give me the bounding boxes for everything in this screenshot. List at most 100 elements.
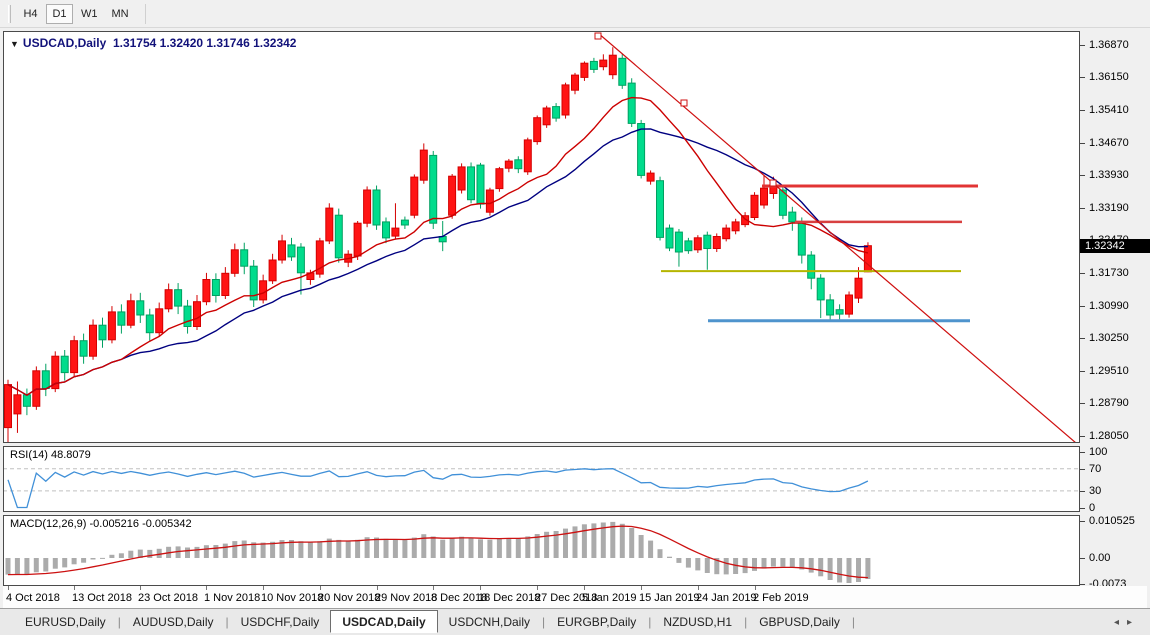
tab-separator: |: [648, 615, 652, 629]
date-label-11: 15 Jan 2019: [639, 592, 700, 604]
date-label-9: 27 Dec 2018: [535, 592, 598, 604]
price-tick-2-label: 1.35410: [1089, 104, 1129, 116]
price-chart-panel[interactable]: ▼ USDCAD,Daily 1.31754 1.32420 1.31746 1.…: [3, 31, 1080, 443]
price-tick-12-tickmark: [1080, 436, 1085, 437]
tab-separator: |: [117, 615, 121, 629]
chart-ohlc-values: 1.31754 1.32420 1.31746 1.32342: [112, 36, 297, 50]
chart-frame: [3, 31, 1080, 443]
date-tickmark: [74, 586, 75, 590]
toolbar-separator: [144, 3, 146, 24]
price-tick-0-tickmark: [1080, 45, 1085, 46]
macd-plot[interactable]: [3, 515, 1080, 586]
ma-fast-line: [7, 96, 869, 397]
timeframe-toolbar: H4 D1 W1 MN: [0, 0, 1150, 28]
date-label-8: 18 Dec 2018: [478, 592, 541, 604]
date-label-10: 5 Jan 2019: [582, 592, 637, 604]
date-label-2: 23 Oct 2018: [138, 592, 198, 604]
chart-tab-bar: EURUSD,Daily | AUDUSD,Daily | USDCHF,Daily US…: [0, 608, 1150, 635]
macd-frame: [3, 515, 1080, 586]
price-tick-4-tickmark: [1080, 175, 1085, 176]
rsi-tick-3-label: 0: [1089, 502, 1096, 514]
chart-tab-usdcnh[interactable]: USDCNH,Daily: [448, 615, 531, 629]
rsi-plot[interactable]: [3, 446, 1080, 512]
date-label-6: 29 Nov 2018: [375, 592, 438, 604]
chart-tab-usdchf[interactable]: USDCHF,Daily: [240, 615, 320, 629]
date-tickmark: [641, 586, 642, 590]
ma-slow-line: [7, 128, 868, 397]
rsi-label: RSI(14) 48.8079: [10, 449, 91, 461]
date-tickmark: [377, 586, 378, 590]
date-label-1: 13 Oct 2018: [72, 592, 132, 604]
candlesticks: [4, 47, 872, 443]
rsi-tick-1-label: 70: [1089, 463, 1102, 475]
tab-separator: |: [225, 615, 229, 629]
macd-tick-1-label: 0.00: [1089, 552, 1111, 564]
rsi-tick-2-label: 30: [1089, 485, 1102, 497]
rsi-tick-0-tickmark: [1080, 452, 1085, 453]
chart-symbol-label: USDCAD,Daily: [22, 36, 107, 50]
macd-tick-1-tickmark: [1080, 558, 1085, 559]
price-tick-9-tickmark: [1080, 338, 1085, 339]
timeframe-button-h4[interactable]: H4: [23, 7, 38, 20]
price-tick-10-tickmark: [1080, 371, 1085, 372]
tab-separator: |: [851, 615, 856, 629]
date-tickmark: [8, 586, 9, 590]
price-tick-10-label: 1.29510: [1089, 365, 1129, 377]
rsi-line: [7, 468, 869, 509]
price-tick-5-label: 1.33190: [1089, 202, 1129, 214]
timeframe-button-w1[interactable]: W1: [81, 7, 98, 20]
tab-scroll-arrows[interactable]: ◂▸: [1113, 616, 1140, 628]
chart-tab-eurusd[interactable]: EURUSD,Daily: [25, 615, 106, 629]
price-tick-4-label: 1.33930: [1089, 169, 1129, 181]
symbol-dropdown-icon[interactable]: ▼: [10, 39, 19, 49]
descending-trendline[interactable]: [597, 32, 1080, 443]
tab-separator: |: [542, 615, 546, 629]
rsi-tick-1-tickmark: [1080, 469, 1085, 470]
date-tickmark: [480, 586, 481, 590]
date-label-3: 1 Nov 2018: [204, 592, 261, 604]
chart-tab-eurgbp[interactable]: EURGBP,Daily: [557, 615, 637, 629]
rsi-tick-3-tickmark: [1080, 508, 1085, 509]
date-label-4: 10 Nov 2018: [261, 592, 324, 604]
chart-tab-usdcad[interactable]: USDCAD,Daily: [330, 609, 438, 633]
trendline-handle-2[interactable]: [769, 179, 777, 187]
chart-tab-audusd[interactable]: AUDUSD,Daily: [132, 615, 214, 629]
date-label-5: 20 Nov 2018: [318, 592, 381, 604]
price-tick-2-tickmark: [1080, 110, 1085, 111]
price-tick-1-tickmark: [1080, 77, 1085, 78]
macd-label: MACD(12,26,9) -0.005216 -0.005342: [10, 518, 192, 530]
price-tick-7-label: 1.31730: [1089, 267, 1129, 279]
date-label-12: 24 Jan 2019: [696, 592, 757, 604]
timeframe-button-d1[interactable]: D1: [46, 3, 73, 24]
price-tick-3-label: 1.34670: [1089, 137, 1129, 149]
date-tickmark: [263, 586, 264, 590]
trendline-handle-0[interactable]: [594, 32, 602, 40]
rsi-value: 48.8079: [50, 449, 91, 461]
chart-tab-gbpusd[interactable]: GBPUSD,Daily: [759, 615, 840, 629]
date-tickmark: [433, 586, 434, 590]
date-tickmark: [755, 586, 756, 590]
macd-indicator-panel[interactable]: MACD(12,26,9) -0.005216 -0.005342: [3, 515, 1080, 586]
current-price-badge: 1.32342: [1080, 239, 1150, 253]
date-tickmark: [320, 586, 321, 590]
trendline-handle-1[interactable]: [680, 99, 688, 107]
date-tickmark: [537, 586, 538, 590]
rsi-indicator-panel[interactable]: RSI(14) 48.8079: [3, 446, 1080, 512]
price-tick-8-tickmark: [1080, 306, 1085, 307]
date-label-13: 2 Feb 2019: [753, 592, 809, 604]
toolbar-grip[interactable]: [8, 4, 11, 23]
rsi-tick-2-tickmark: [1080, 491, 1085, 492]
chart-tab-nzdusd[interactable]: NZDUSD,H1: [663, 615, 733, 629]
macd-histogram: [5, 521, 871, 583]
chart-title: ▼ USDCAD,Daily 1.31754 1.32420 1.31746 1.…: [10, 36, 296, 50]
price-axis: 1.32342 1.36870 1.36150 1.35410 1.34670 1.33…: [1080, 31, 1150, 608]
macd-tick-2-tickmark: [1080, 584, 1085, 585]
price-tick-8-label: 1.30990: [1089, 300, 1129, 312]
date-tickmark: [584, 586, 585, 590]
price-tick-3-tickmark: [1080, 143, 1085, 144]
price-tick-7-tickmark: [1080, 273, 1085, 274]
price-tick-11-label: 1.28790: [1089, 397, 1129, 409]
candlestick-chart[interactable]: [3, 31, 1080, 443]
timeframe-button-mn[interactable]: MN: [111, 7, 129, 20]
price-tick-9-label: 1.30250: [1089, 332, 1129, 344]
